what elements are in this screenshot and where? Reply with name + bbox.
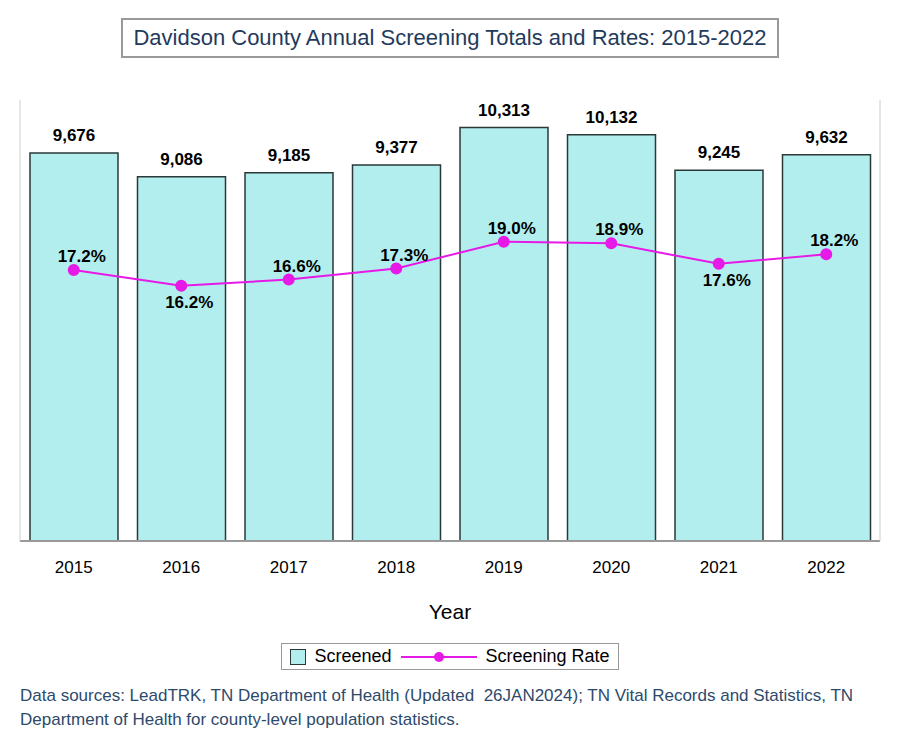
svg-text:2015: 2015 [55,558,93,577]
html-text:Screened: Screened [314,646,392,666]
svg-text:9,632: 9,632 [805,128,848,147]
svg-text:9,245: 9,245 [698,143,741,162]
svg-text:2022: 2022 [807,558,845,577]
svg-text:2018: 2018 [377,558,415,577]
svg-text:10,313: 10,313 [478,101,530,120]
html-text:Data sources: LeadTRK, TN Depa: Data sources: LeadTRK, TN Department of … [20,686,858,729]
svg-text:18.2%: 18.2% [810,231,858,250]
svg-text:2021: 2021 [700,558,738,577]
svg-text:16.6%: 16.6% [273,257,321,276]
svg-text:9,377: 9,377 [375,138,418,157]
svg-text:2016: 2016 [162,558,200,577]
svg-text:19.0%: 19.0% [488,219,536,238]
svg-text:10,132: 10,132 [586,108,638,127]
svg-text:9,185: 9,185 [268,146,311,165]
svg-text:9,086: 9,086 [160,150,203,169]
svg-text:9,676: 9,676 [53,126,96,145]
svg-text:16.2%: 16.2% [165,293,213,312]
svg-text:17.2%: 17.2% [58,247,106,266]
html-text:Davidson County Annual Screeni: Davidson County Annual Screening Totals … [133,25,767,50]
html-text:Year: Year [428,600,472,623]
svg-text:2019: 2019 [485,558,523,577]
svg-text:17.3%: 17.3% [380,246,428,265]
html-text:Screening Rate: Screening Rate [485,646,610,666]
svg-text:2017: 2017 [270,558,308,577]
svg-text:18.9%: 18.9% [595,220,643,239]
svg-text:2020: 2020 [592,558,630,577]
svg-text:17.6%: 17.6% [703,271,751,290]
